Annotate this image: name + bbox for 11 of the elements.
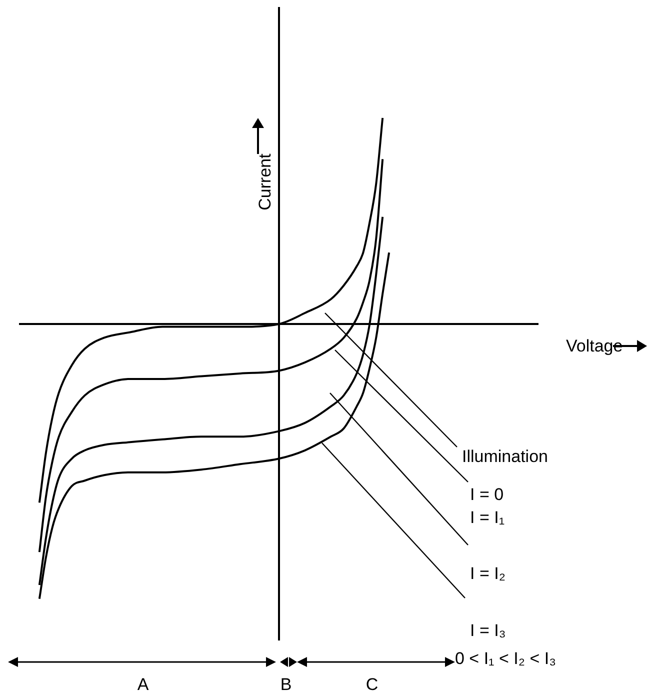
y-axis-title: Current [256, 153, 275, 210]
annotation: I = I₁ [470, 508, 505, 527]
text: I = I₃ [470, 621, 506, 640]
annotation: I = 0 [470, 485, 504, 504]
text: C [366, 675, 378, 694]
annotation: I = I₂ [470, 564, 506, 583]
text: A [137, 675, 150, 694]
text: 0 < I₁ < I₂ < I₃ [455, 649, 556, 668]
text: B [280, 675, 292, 694]
annotation: Illumination [462, 447, 548, 466]
x-axis-title: Voltage [566, 336, 623, 356]
